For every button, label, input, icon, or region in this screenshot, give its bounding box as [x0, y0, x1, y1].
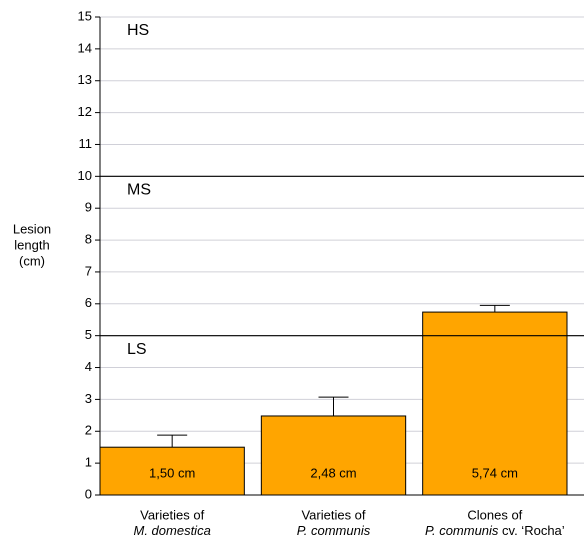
- y-tick-label: 6: [85, 295, 92, 310]
- y-axis-label: (cm): [19, 253, 45, 268]
- y-tick-label: 8: [85, 232, 92, 247]
- zone-label: MS: [127, 182, 151, 199]
- y-tick-label: 9: [85, 200, 92, 215]
- bar: [260, 415, 407, 496]
- y-axis-label: Lesion: [13, 221, 51, 236]
- y-tick-label: 11: [79, 136, 93, 151]
- y-tick-label: 2: [85, 423, 92, 438]
- value-label: 1,50 cm: [149, 465, 195, 480]
- x-tick-label-part: cv. ‘Rocha’: [498, 523, 564, 538]
- y-tick-label: 15: [78, 8, 92, 23]
- y-tick-label: 3: [85, 391, 92, 406]
- y-tick-label: 7: [85, 263, 92, 278]
- value-label: 2,48 cm: [310, 465, 356, 480]
- bar: [422, 311, 568, 496]
- y-tick-label: 1: [85, 455, 92, 470]
- y-tick-label: 12: [78, 104, 92, 119]
- y-tick-label: 14: [78, 40, 92, 55]
- x-tick-label: P. communis cv. ‘Rocha’: [425, 523, 565, 538]
- x-tick-label-part: P. communis: [297, 523, 371, 538]
- x-tick-label-part: M. domestica: [134, 523, 211, 538]
- zone-label: LS: [127, 341, 147, 358]
- x-tick-label: P. communis: [297, 523, 371, 538]
- zone-label: HS: [127, 22, 149, 39]
- y-tick-label: 13: [78, 72, 92, 87]
- y-tick-label: 4: [85, 359, 92, 374]
- x-tick-label: Varieties of: [301, 507, 365, 522]
- y-tick-label: 0: [85, 486, 92, 501]
- x-tick-label: Varieties of: [140, 507, 204, 522]
- y-tick-label: 10: [78, 168, 92, 183]
- value-label: 5,74 cm: [472, 465, 518, 480]
- bar: [99, 446, 245, 496]
- x-tick-label: Clones of: [467, 507, 522, 522]
- x-tick-label: M. domestica: [134, 523, 211, 538]
- y-axis-label: length: [14, 237, 49, 252]
- y-tick-label: 5: [85, 327, 92, 342]
- x-tick-label-part: P. communis: [425, 523, 499, 538]
